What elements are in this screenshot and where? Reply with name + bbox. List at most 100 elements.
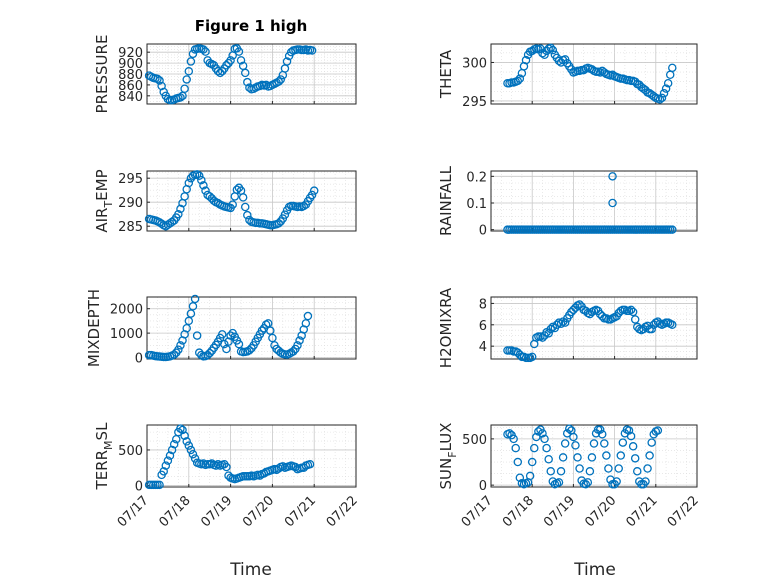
data-point <box>530 443 539 453</box>
data-point <box>197 175 206 185</box>
xtick-label: 07/19 <box>198 493 235 530</box>
axes-box <box>146 170 357 232</box>
ytick-label: 1000 <box>110 327 143 342</box>
data-point <box>263 319 273 328</box>
data-point <box>661 84 671 93</box>
data-point <box>213 459 223 469</box>
data-point <box>668 225 677 234</box>
data-point <box>257 326 267 335</box>
data-point <box>527 457 537 467</box>
data-point <box>521 55 531 65</box>
data-point <box>236 56 246 65</box>
data-point <box>579 65 588 75</box>
data-point <box>194 171 204 181</box>
data-point <box>305 459 315 469</box>
data-point <box>581 479 591 489</box>
data-point <box>255 471 265 480</box>
data-point <box>205 348 214 358</box>
data-point <box>513 457 523 467</box>
data-point <box>540 434 549 444</box>
data-point <box>628 307 638 317</box>
data-point <box>153 74 162 84</box>
ytick-label: 285 <box>118 220 143 235</box>
data-point <box>190 294 200 304</box>
data-point <box>232 185 242 194</box>
xtick-label: 07/18 <box>157 493 194 530</box>
subplot-2: 295 300 THETA <box>437 43 698 110</box>
axes-box <box>146 296 357 360</box>
data-point <box>180 192 189 201</box>
ylabel: H2OMIXRA <box>437 287 455 368</box>
data-point <box>612 477 621 486</box>
data-point <box>274 219 283 228</box>
ytick-label: 290 <box>118 196 143 211</box>
data-point <box>188 449 198 459</box>
data-point <box>161 461 171 470</box>
ytick-label: 0.1 <box>466 197 487 212</box>
data-point <box>291 462 300 472</box>
data-point <box>211 461 221 470</box>
ytick-label: 0 <box>135 352 143 367</box>
ytick-label: 2000 <box>110 303 143 318</box>
data-point <box>630 315 640 324</box>
data-point <box>558 453 568 462</box>
data-point <box>560 439 570 448</box>
xtick-label: 07/20 <box>240 493 277 530</box>
xtick-label: 07/17 <box>115 493 152 530</box>
data-point <box>643 464 652 473</box>
data-point <box>548 45 558 55</box>
ytick-label: 840 <box>118 90 143 105</box>
data-point <box>538 48 547 58</box>
data-point <box>266 326 275 335</box>
data-point <box>544 454 553 464</box>
data-point <box>184 441 194 450</box>
ytick-label: 500 <box>118 444 143 459</box>
xlabel-left: Time <box>229 560 272 580</box>
axes-box <box>146 424 357 488</box>
data-point <box>556 319 566 328</box>
data-point <box>589 439 599 448</box>
ytick-label: 900 <box>118 57 143 72</box>
data-point <box>513 76 523 86</box>
data-point <box>238 193 248 202</box>
data-point <box>655 95 665 104</box>
data-point <box>575 464 584 473</box>
data-point <box>240 68 250 78</box>
data-point <box>657 93 667 103</box>
data-point <box>608 198 617 208</box>
data-point <box>509 434 518 444</box>
xtick-label: 07/19 <box>541 493 578 530</box>
data-point <box>608 172 617 181</box>
data-point <box>527 46 537 56</box>
data-point <box>201 47 210 56</box>
data-point <box>165 451 175 460</box>
data-point <box>226 331 235 340</box>
data-point <box>546 467 555 476</box>
data-point <box>155 76 164 85</box>
data-point <box>176 204 185 214</box>
data-point <box>240 202 250 212</box>
data-point <box>505 429 514 438</box>
ylabel: THETA <box>437 49 455 99</box>
data-point <box>176 341 185 350</box>
data-point <box>569 432 578 442</box>
xtick-label: 07/22 <box>665 493 702 530</box>
data-point <box>226 56 235 65</box>
data-point <box>176 93 185 102</box>
xtick-label: 07/21 <box>282 493 319 530</box>
data-point <box>301 319 311 328</box>
data-point <box>546 43 555 53</box>
subplot-7: 0 500 07/17 07/18 07/19 07/20 07/21 07/22 TERRMS… <box>93 422 361 530</box>
data-point <box>186 57 196 66</box>
data-point <box>542 443 551 453</box>
data-point <box>645 451 654 460</box>
data-point <box>217 330 227 339</box>
data-point <box>565 424 574 433</box>
data-point <box>303 311 313 321</box>
ytick-label: 920 <box>118 46 143 61</box>
ytick-label: 295 <box>118 172 143 187</box>
ylabel: AIRTEMP <box>93 169 115 232</box>
data-point <box>600 439 609 448</box>
